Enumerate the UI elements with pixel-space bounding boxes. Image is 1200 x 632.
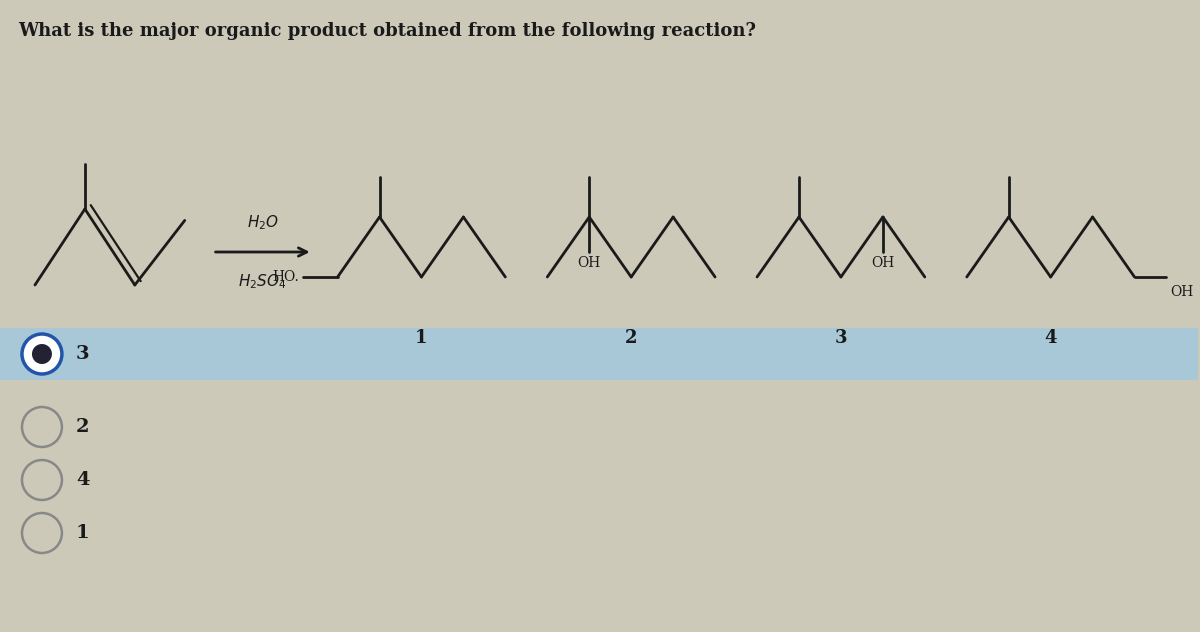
Text: What is the major organic product obtained from the following reaction?: What is the major organic product obtain… xyxy=(18,22,756,40)
Circle shape xyxy=(22,334,62,374)
Text: $H_2O$: $H_2O$ xyxy=(247,214,278,232)
Text: OH: OH xyxy=(871,256,894,270)
Text: HO.: HO. xyxy=(272,270,299,284)
Text: 4: 4 xyxy=(1044,329,1057,347)
Text: 3: 3 xyxy=(835,329,847,347)
Text: OH: OH xyxy=(577,256,601,270)
Circle shape xyxy=(32,344,52,364)
Text: 2: 2 xyxy=(76,418,90,436)
Text: 1: 1 xyxy=(76,524,90,542)
Text: $H_2SO_4$: $H_2SO_4$ xyxy=(239,272,287,291)
Text: 1: 1 xyxy=(415,329,427,347)
Text: 3: 3 xyxy=(76,345,90,363)
Text: OH: OH xyxy=(1170,285,1194,299)
Text: 2: 2 xyxy=(625,329,637,347)
Text: 4: 4 xyxy=(76,471,90,489)
FancyBboxPatch shape xyxy=(0,328,1199,380)
